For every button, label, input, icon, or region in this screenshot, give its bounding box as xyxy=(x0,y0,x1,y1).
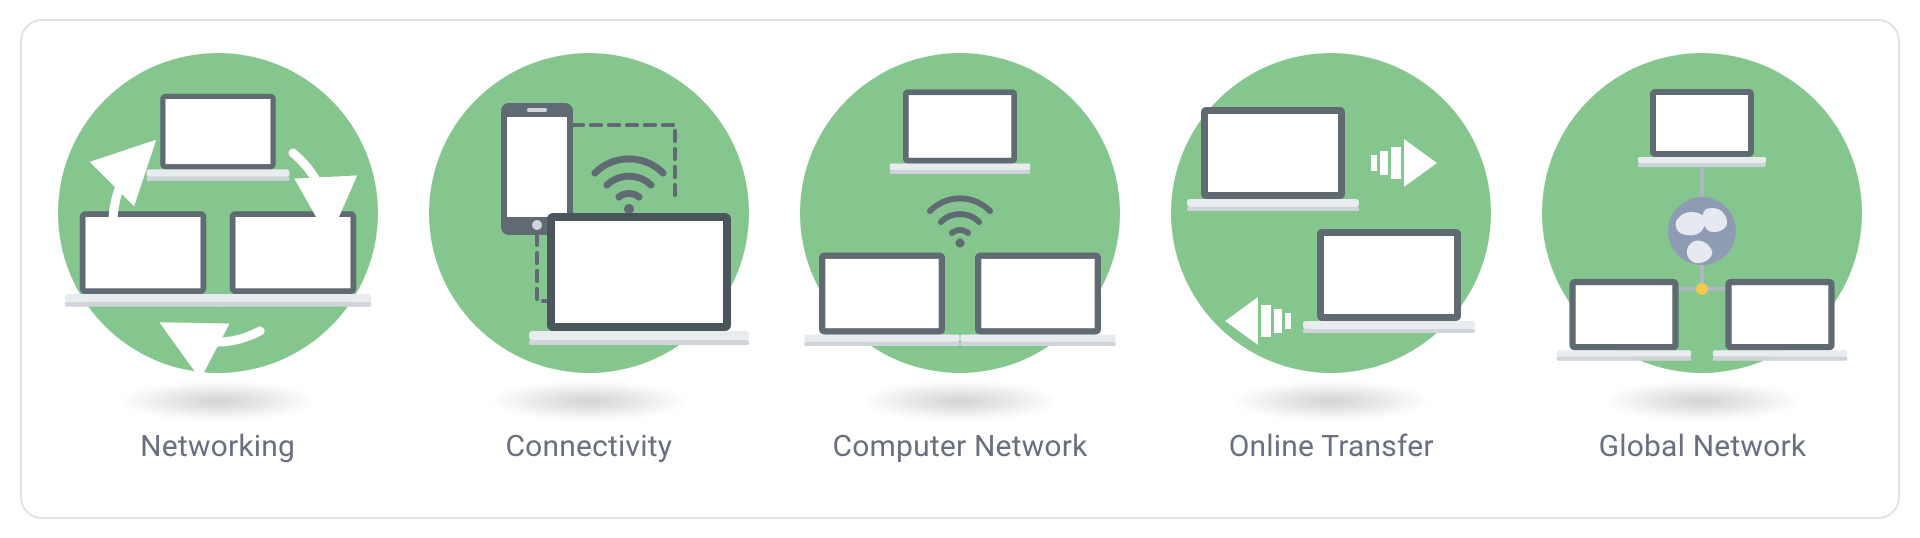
connectivity-icon xyxy=(429,53,749,373)
badge-online-transfer xyxy=(1161,39,1501,429)
global-network-icon xyxy=(1542,53,1862,373)
label-connectivity: Connectivity xyxy=(505,429,672,464)
shadow-ellipse xyxy=(1231,381,1431,421)
online-transfer-icon xyxy=(1171,53,1491,373)
shadow-ellipse xyxy=(1602,381,1802,421)
item-online-transfer: Online Transfer xyxy=(1146,39,1517,464)
badge-connectivity xyxy=(419,39,759,429)
shadow-ellipse xyxy=(860,381,1060,421)
label-online-transfer: Online Transfer xyxy=(1229,429,1434,464)
item-connectivity: Connectivity xyxy=(403,39,774,464)
icon-row-frame: Networking xyxy=(20,19,1900,519)
networking-icon xyxy=(58,53,378,373)
shadow-ellipse xyxy=(489,381,689,421)
badge-networking xyxy=(48,39,388,429)
item-global-network: Global Network xyxy=(1517,39,1888,464)
label-global-network: Global Network xyxy=(1599,429,1807,464)
label-computer-network: Computer Network xyxy=(833,429,1088,464)
item-networking: Networking xyxy=(32,39,403,464)
badge-global-network xyxy=(1532,39,1872,429)
label-networking: Networking xyxy=(140,429,295,464)
badge-computer-network xyxy=(790,39,1130,429)
computer-network-icon xyxy=(800,53,1120,373)
shadow-ellipse xyxy=(118,381,318,421)
item-computer-network: Computer Network xyxy=(774,39,1145,464)
